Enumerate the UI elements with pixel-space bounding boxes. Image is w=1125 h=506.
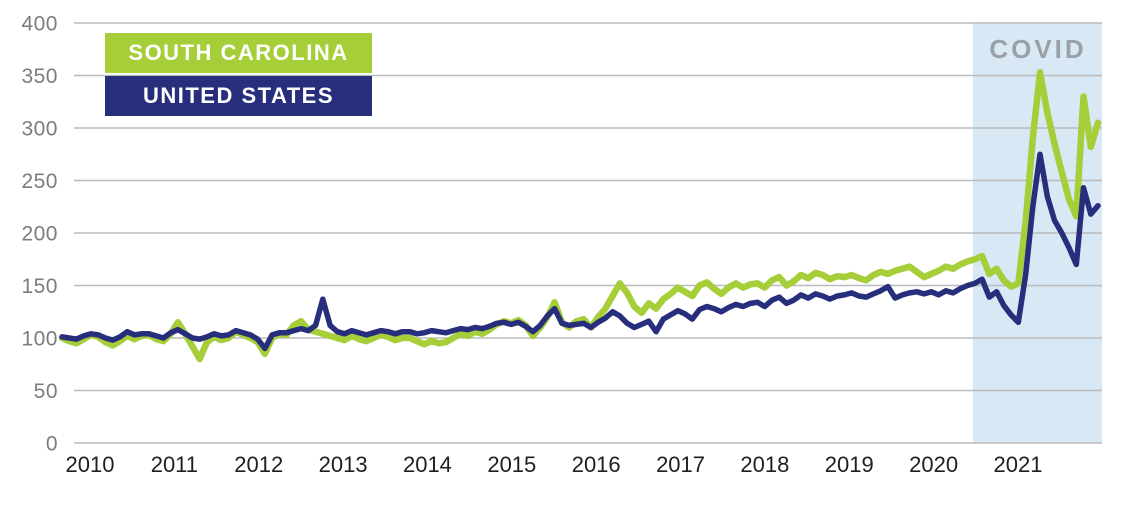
x-axis-label-2020: 2020	[909, 452, 958, 477]
x-axis-label-2010: 2010	[66, 452, 115, 477]
legend: SOUTH CAROLINA UNITED STATES	[105, 33, 372, 116]
y-axis-labels-group: 400 350 300 250 200 150 100 50 0	[21, 13, 58, 456]
x-axis-label-box-2015	[478, 445, 545, 483]
y-axis-label-350: 350	[21, 65, 58, 88]
x-axis-label-box-2010	[57, 445, 123, 483]
x-axis-label-2021: 2021	[994, 452, 1043, 477]
x-axis-label-box-2020	[900, 445, 967, 483]
y-axis-label-300: 300	[21, 118, 58, 141]
legend-south-carolina-label: SOUTH CAROLINA	[128, 40, 349, 65]
covid-label: COVID	[989, 34, 1086, 64]
x-axis-label-2015: 2015	[487, 452, 536, 477]
x-axis-label-2016: 2016	[572, 452, 621, 477]
legend-united-states-label: UNITED STATES	[142, 83, 335, 108]
x-axis-labels-group: 2010 2011 2012 2013 2014 2015 2016 2017 2018 2019…	[57, 445, 1051, 483]
y-axis-label-100: 100	[21, 328, 58, 351]
x-axis-label-box-2021	[985, 445, 1051, 483]
x-axis-label-box-2016	[563, 445, 630, 483]
x-axis-label-2018: 2018	[740, 452, 789, 477]
x-axis-label-2017: 2017	[656, 452, 705, 477]
x-axis-label-box-2013	[310, 445, 377, 483]
x-axis-label-2019: 2019	[825, 452, 874, 477]
x-axis-label-2011: 2011	[151, 452, 198, 477]
y-axis-label-200: 200	[21, 223, 58, 246]
y-axis-label-250: 250	[21, 170, 58, 193]
x-axis-label-box-2014	[394, 445, 461, 483]
y-axis-label-50: 50	[34, 380, 58, 403]
y-axis-label-150: 150	[21, 275, 58, 298]
x-axis-label-box-2011	[141, 445, 208, 483]
x-axis-label-box-2019	[816, 445, 883, 483]
legend-item-south-carolina: SOUTH CAROLINA	[105, 33, 372, 73]
x-axis-label-box-2012	[225, 445, 292, 483]
x-axis-label-box-2017	[647, 445, 714, 483]
legend-item-united-states: UNITED STATES	[105, 76, 372, 116]
x-axis-label-2013: 2013	[319, 452, 368, 477]
data-series-group	[58, 69, 1102, 363]
x-axis-label-2014: 2014	[403, 452, 452, 477]
y-axis-label-0: 0	[46, 433, 58, 456]
y-axis-label-400: 400	[21, 13, 58, 36]
series-line-united-states	[59, 151, 1101, 352]
x-axis-label-2012: 2012	[234, 452, 283, 477]
x-axis-label-box-2018	[731, 445, 798, 483]
gridlines-group	[74, 22, 1102, 444]
